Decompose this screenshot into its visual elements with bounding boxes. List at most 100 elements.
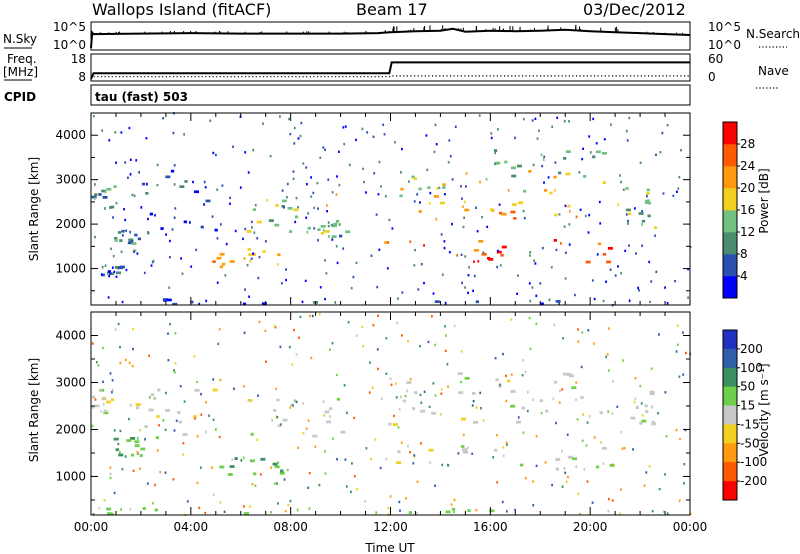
heatmap-cell — [397, 426, 400, 429]
nsearch-label: N.Search — [746, 27, 800, 41]
heatmap-cell — [646, 192, 650, 195]
heatmap-cell — [473, 421, 478, 424]
heatmap-cell — [221, 184, 224, 187]
heatmap-cell — [463, 216, 465, 219]
heatmap-cell — [312, 434, 318, 438]
heatmap-cell — [216, 188, 219, 191]
heatmap-cell — [322, 229, 325, 232]
heatmap-cell — [97, 364, 100, 367]
heatmap-cell — [196, 435, 199, 438]
heatmap-cell — [638, 289, 640, 292]
heatmap-cell — [128, 417, 130, 421]
heatmap-cell — [592, 117, 595, 121]
heatmap-cell — [256, 237, 259, 240]
heatmap-cell — [324, 230, 330, 233]
heatmap-cell — [607, 509, 610, 513]
cpid-value: tau (fast) 503 — [95, 90, 188, 104]
heatmap-cell — [119, 346, 121, 349]
heatmap-cell — [553, 380, 558, 384]
heatmap-cell — [495, 378, 499, 382]
heatmap-cell — [532, 163, 535, 167]
heatmap-cell — [434, 484, 436, 487]
heatmap-cell — [107, 270, 111, 273]
heatmap-cell — [555, 458, 561, 461]
heatmap-cell — [411, 175, 415, 179]
heatmap-cell — [167, 332, 169, 335]
heatmap-cell — [164, 471, 167, 474]
heatmap-cell — [223, 510, 226, 513]
y-tick-label: 1000 — [55, 469, 86, 483]
heatmap-cell — [544, 189, 548, 192]
heatmap-cell — [539, 399, 543, 403]
heatmap-cell — [114, 328, 117, 331]
heatmap-cell — [369, 361, 371, 364]
heatmap-cell — [311, 314, 314, 318]
heatmap-cell — [331, 342, 334, 345]
heatmap-cell — [431, 315, 433, 318]
heatmap-cell — [287, 207, 293, 210]
heatmap-cell — [297, 446, 300, 449]
heatmap-cell — [146, 182, 148, 186]
heatmap-cell — [216, 281, 219, 284]
heatmap-cell — [522, 209, 525, 213]
heatmap-cell — [164, 298, 166, 302]
heatmap-cell — [568, 223, 571, 226]
heatmap-cell — [375, 213, 378, 216]
heatmap-cell — [504, 160, 508, 164]
heatmap-cell — [156, 183, 159, 187]
heatmap-cell — [106, 400, 111, 404]
heatmap-cell — [524, 370, 527, 374]
heatmap-cell — [555, 421, 557, 425]
heatmap-cell — [309, 314, 311, 318]
heatmap-cell — [270, 511, 272, 514]
heatmap-cell — [394, 382, 397, 385]
heatmap-cell — [101, 346, 104, 350]
heatmap-cell — [506, 443, 508, 446]
heatmap-cell — [344, 125, 347, 128]
heatmap-cell — [183, 220, 187, 224]
colorbar-tick-label: 100 — [740, 361, 763, 375]
heatmap-cell — [183, 133, 185, 136]
heatmap-cell — [434, 343, 437, 347]
heatmap-cell — [646, 194, 648, 198]
heatmap-cell — [387, 506, 390, 510]
heatmap-cell — [620, 488, 622, 491]
heatmap-cell — [516, 420, 521, 424]
heatmap-cell — [253, 472, 257, 476]
heatmap-cell — [154, 508, 158, 512]
heatmap-cell — [273, 409, 277, 412]
heatmap-cell — [385, 457, 388, 461]
heatmap-cell — [457, 372, 463, 376]
heatmap-cell — [579, 208, 582, 211]
heatmap-cell — [277, 502, 279, 505]
heatmap-cell — [373, 172, 376, 175]
freq-tick-high: 18 — [71, 52, 86, 66]
heatmap-cell — [440, 388, 443, 391]
heatmap-cell — [140, 447, 146, 451]
heatmap-cell — [511, 174, 517, 178]
heatmap-cell — [423, 244, 425, 247]
heatmap-cell — [254, 204, 257, 207]
heatmap-cell — [453, 510, 455, 514]
heatmap-cell — [585, 444, 588, 447]
heatmap-cell — [115, 275, 118, 278]
heatmap-cell — [664, 473, 666, 476]
colorbar-frame — [722, 329, 738, 501]
heatmap-cell — [98, 507, 101, 510]
heatmap-cell — [398, 500, 401, 504]
heatmap-cell — [106, 507, 112, 511]
heatmap-cell — [277, 253, 281, 257]
heatmap-cell — [451, 507, 456, 511]
heatmap-cell — [281, 199, 287, 203]
heatmap-cell — [588, 135, 591, 138]
heatmap-cell — [498, 385, 502, 388]
heatmap-cell — [91, 342, 94, 345]
heatmap-cell — [332, 223, 338, 226]
velocity-heatmap — [91, 313, 692, 516]
heatmap-cell — [611, 499, 614, 502]
heatmap-cell — [293, 399, 296, 402]
heatmap-cell — [143, 271, 146, 275]
heatmap-cell — [116, 271, 121, 275]
heatmap-cell — [242, 302, 247, 306]
heatmap-cell — [113, 429, 116, 432]
